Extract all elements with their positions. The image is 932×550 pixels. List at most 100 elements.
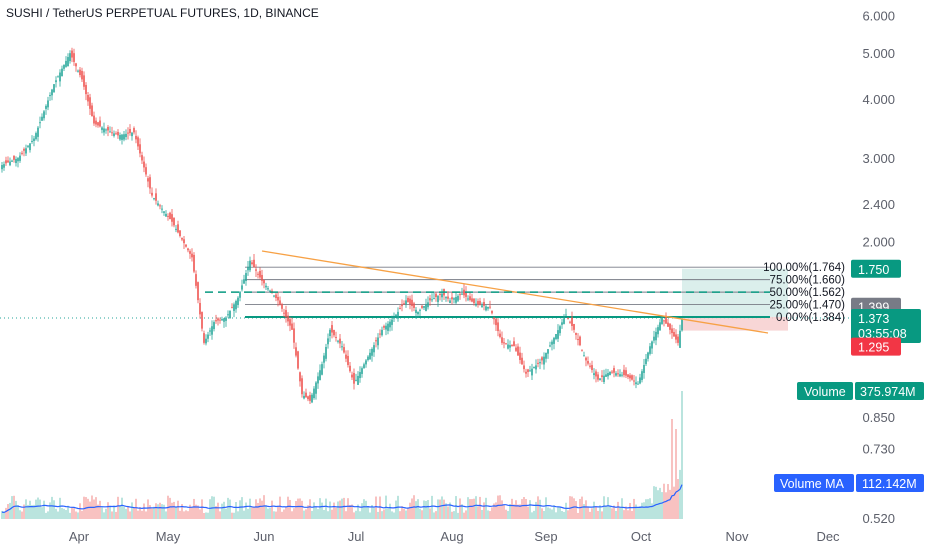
volume-value-tag-text: 375.974M (860, 385, 916, 399)
volume-bar (317, 509, 319, 519)
candle-body (387, 323, 389, 331)
volume-ma-label-tag-bg (774, 474, 854, 492)
candle-body (379, 333, 381, 335)
volume-bar (353, 512, 355, 519)
candle-body (445, 297, 447, 299)
candle-body (631, 375, 633, 380)
candle-body (229, 310, 231, 319)
candle-body (531, 368, 533, 376)
candle-body (165, 213, 167, 217)
volume-bar (433, 512, 435, 519)
volume-bar (209, 499, 211, 519)
candle-body (155, 193, 157, 201)
candle-body (579, 336, 581, 346)
candle-body (411, 299, 413, 307)
volume-bar (499, 495, 501, 519)
volume-bar (391, 511, 393, 519)
volume-bar (171, 502, 173, 519)
volume-bar (75, 511, 77, 519)
candle-body (507, 344, 509, 349)
candle-body (673, 331, 675, 337)
candle-body (35, 133, 37, 140)
candle-body (329, 329, 331, 337)
candle-body (119, 135, 121, 140)
volume-bar (631, 510, 633, 519)
volume-bar (311, 510, 313, 519)
volume-bar (637, 508, 639, 519)
candle-body (575, 332, 577, 335)
volume-bar (543, 511, 545, 519)
candle-body (241, 285, 243, 290)
candle-body (649, 346, 651, 354)
candle-body (385, 325, 387, 330)
candle-body (609, 371, 611, 376)
candle-body (111, 132, 113, 134)
candle-body (21, 152, 23, 154)
volume-bar (177, 500, 179, 519)
volume-bar (333, 502, 335, 519)
volume-bar (251, 507, 253, 519)
candle-body (347, 355, 349, 365)
volume-bar (503, 504, 505, 519)
candles (1, 47, 683, 405)
candle-body (409, 298, 411, 305)
volume-bar (239, 500, 241, 519)
candle-body (441, 293, 443, 298)
volume-bar (21, 511, 23, 519)
candle-body (469, 296, 471, 301)
volume-bar (79, 503, 81, 519)
volume-bar (583, 504, 585, 519)
volume-bar (197, 505, 199, 519)
volume-bar (679, 469, 681, 519)
candle-body (357, 375, 359, 385)
candle-body (63, 64, 65, 69)
candle-body (571, 317, 573, 327)
candle-body (237, 297, 239, 305)
candle-body (137, 137, 139, 147)
candle-body (153, 198, 155, 200)
candle-body (475, 303, 477, 306)
volume-bar (261, 500, 263, 519)
candle-body (151, 192, 153, 196)
candle-body (305, 392, 307, 398)
x-tick-label: Aug (440, 529, 463, 544)
volume-bar (115, 511, 117, 519)
volume-bar (527, 506, 529, 519)
y-tick-label: 0.730 (862, 441, 895, 456)
volume-bar (321, 502, 323, 519)
volume-bar (545, 497, 547, 519)
stop-price-tag: 1.295 (851, 337, 901, 356)
volume-bar (537, 496, 539, 519)
volume-bar (39, 499, 41, 519)
volume-bar (371, 505, 373, 519)
candle-body (423, 306, 425, 308)
candle-body (535, 365, 537, 370)
volume-bar (563, 511, 565, 519)
volume-bar (19, 510, 21, 519)
candle-body (333, 329, 335, 336)
volume-bar (585, 500, 587, 519)
candle-body (167, 215, 169, 217)
volume-bar (381, 511, 383, 519)
candle-body (135, 135, 137, 140)
candle-body (201, 312, 203, 329)
volume-bar (671, 419, 673, 519)
volume-ma-label-tag: Volume MA (774, 474, 854, 492)
candle-body (479, 300, 481, 305)
candle-body (179, 230, 181, 237)
volume-bar (49, 502, 51, 519)
volume-bar (641, 502, 643, 519)
candle-body (655, 331, 657, 341)
candle-body (511, 344, 513, 346)
candle-body (249, 260, 251, 271)
volume-bar (215, 506, 217, 519)
candle-body (323, 355, 325, 363)
candle-body (69, 53, 71, 62)
volume-bar (501, 500, 503, 519)
candle-body (273, 295, 275, 297)
candle-body (33, 138, 35, 141)
volume-label-tag-text: Volume (804, 385, 846, 399)
candle-body (121, 134, 123, 140)
volume-bar (107, 502, 109, 519)
